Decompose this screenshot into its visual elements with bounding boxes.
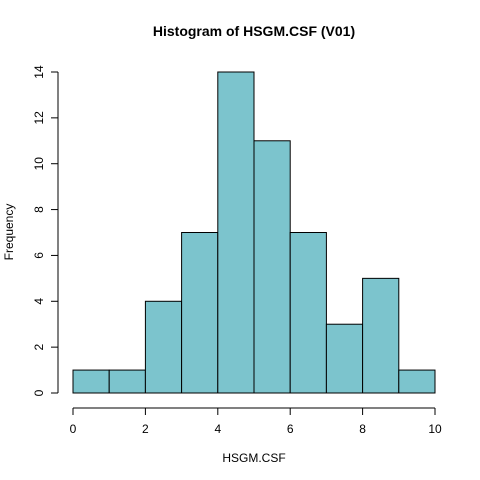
y-tick-label-4: 8 <box>32 206 46 213</box>
y-tick-label-1: 2 <box>32 343 46 350</box>
y-axis-label: Frequency <box>2 204 16 261</box>
x-tick-label-4: 8 <box>359 422 366 436</box>
x-axis: 0 2 4 6 8 10 <box>70 407 442 436</box>
x-tick-label-2: 4 <box>214 422 221 436</box>
histogram-bar-1 <box>108 369 146 394</box>
histogram-bar-6 <box>289 232 327 394</box>
x-tick-label-3: 6 <box>287 422 294 436</box>
y-tick-label-2: 4 <box>32 298 46 305</box>
histogram-bar-9 <box>398 369 436 394</box>
y-tick-label-5: 10 <box>32 157 46 171</box>
y-axis: 0 2 4 6 8 10 12 14 <box>32 65 59 396</box>
histogram-bar-3 <box>181 232 219 394</box>
histogram-bar-8 <box>362 277 400 394</box>
y-tick-label-3: 6 <box>32 252 46 259</box>
chart-title: Histogram of HSGM.CSF (V01) <box>153 23 355 39</box>
x-tick-label-5: 10 <box>428 422 442 436</box>
histogram-bar-4 <box>217 71 255 394</box>
y-tick-label-7: 14 <box>32 65 46 79</box>
histogram-bar-0 <box>72 369 110 394</box>
histogram-bar-2 <box>144 300 183 394</box>
x-tick-label-0: 0 <box>70 422 77 436</box>
histogram-bar-5 <box>253 140 291 394</box>
bars-group <box>72 71 436 394</box>
histogram-bar-7 <box>325 323 364 394</box>
y-tick-label-6: 12 <box>32 111 46 125</box>
y-tick-label-0: 0 <box>32 389 46 396</box>
x-axis-label: HSGM.CSF <box>222 451 285 465</box>
x-tick-label-1: 2 <box>142 422 149 436</box>
